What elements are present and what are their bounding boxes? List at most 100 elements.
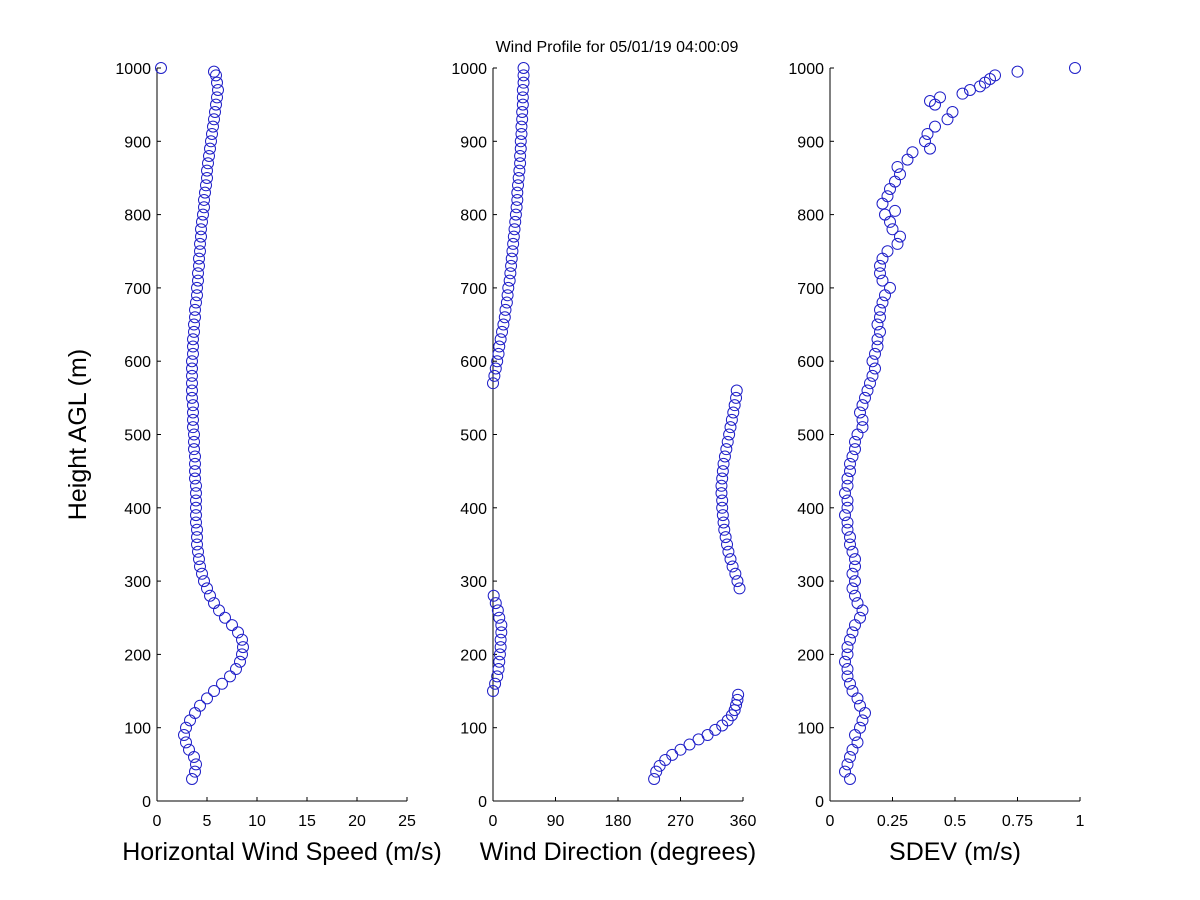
x-tick-label: 15 [298,813,316,830]
data-point [683,738,696,751]
data-point [511,186,524,199]
data-point [511,193,524,206]
data-point [191,531,203,544]
data-point [901,153,914,166]
data-point [894,168,906,181]
x-tick-label: 1 [1076,813,1085,830]
data-point [849,553,861,566]
data-point [512,179,524,192]
data-point [211,76,223,89]
data-point [501,289,514,302]
data-point [496,325,509,338]
x-tick-label: 180 [605,813,632,830]
data-point [186,362,198,375]
data-point [839,509,851,522]
data-point [726,560,739,573]
data-point [889,204,901,217]
x-tick-label: 270 [667,813,694,830]
data-point [844,751,856,764]
data-point [859,391,871,404]
x-axis-label: Horizontal Wind Speed (m/s) [122,838,442,866]
data-point [876,274,889,287]
data-point [884,215,896,228]
data-point [492,663,505,676]
data-point [193,553,205,566]
data-point [187,413,199,426]
data-point [194,699,206,712]
data-point [186,355,198,368]
data-point [201,692,213,705]
data-point [841,648,854,661]
data-point [846,626,859,639]
data-point [498,311,511,324]
data-point [839,487,851,500]
data-point [906,146,919,159]
data-point [861,384,874,397]
panel-direction: 0 100 200 300 400 500 600 700 800 900 1000 0 90 180 27… [451,61,756,866]
data-point [493,648,506,661]
y-tick-label: 0 [815,794,824,811]
data-point [512,171,525,184]
y-tick-label: 700 [124,281,151,298]
data-point [934,91,946,104]
data-point [499,303,512,316]
data-point [886,223,899,236]
data-point [856,399,869,412]
data-point [876,296,889,309]
y-axis-label: Height AGL (m) [64,349,92,520]
data-point [191,538,203,551]
data-point [881,190,894,203]
data-point [724,553,737,566]
y-tick-label: 100 [124,721,151,738]
data-point [924,142,936,155]
data-point [839,765,851,778]
data-point [509,208,522,221]
data-point [198,201,210,214]
data-point [187,399,199,412]
data-point [516,91,529,104]
data-point [503,274,516,287]
x-tick-label: 10 [248,813,266,830]
data-point [866,369,879,382]
data-point [730,391,743,404]
data-point [650,765,663,778]
data-point [507,237,520,250]
y-tick-label: 700 [460,281,487,298]
data-point [844,538,856,551]
data-point [188,428,200,441]
y-tick-label: 0 [142,794,151,811]
data-point [716,501,729,514]
data-point [849,443,861,456]
data-point [517,62,530,74]
data-point [203,149,215,162]
data-point [884,182,896,195]
data-point [190,479,202,492]
data-point [1011,65,1024,78]
data-point [846,685,859,698]
data-point [989,69,1001,82]
data-point [854,721,866,734]
data-point [500,296,513,309]
x-tick-label: 5 [203,813,212,830]
data-point [849,560,861,573]
data-point [189,303,201,316]
data-point [187,421,199,434]
y-tick-label: 100 [797,721,824,738]
data-point [193,252,205,265]
data-point [884,281,896,294]
data-point [732,688,745,701]
data-point [190,487,202,500]
y-tick-label: 400 [124,501,151,518]
data-point [722,545,735,558]
y-tick-label: 300 [124,574,151,591]
data-point [839,655,851,668]
data-point [491,355,504,368]
data-point [494,641,507,654]
data-point [502,281,515,294]
data-point [187,333,199,346]
data-point [889,175,901,188]
data-point [721,538,734,551]
data-point [723,428,736,441]
data-point [200,179,212,192]
y-tick-label: 200 [124,647,151,664]
